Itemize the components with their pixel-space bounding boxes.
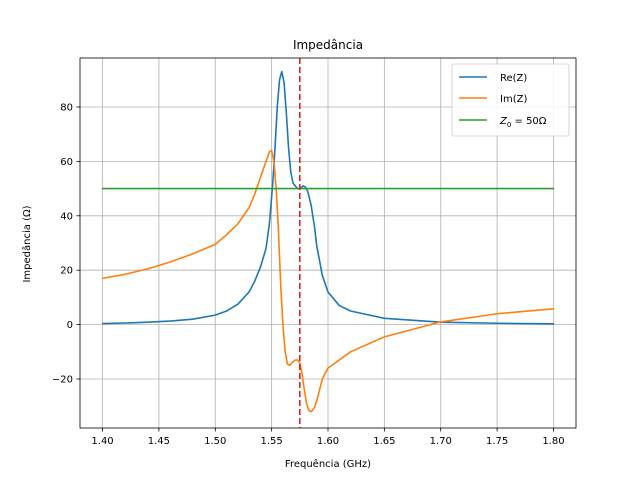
x-tick-label: 1.50	[204, 436, 226, 447]
x-tick-label: 1.45	[148, 436, 170, 447]
x-tick-label: 1.75	[486, 436, 508, 447]
y-tick-label: 20	[60, 266, 73, 277]
legend-label-z0-main: Z	[499, 116, 508, 127]
legend-entry-re: Re(Z)	[459, 73, 527, 84]
series-layer	[101, 70, 555, 413]
x-axis-title: Frequência (GHz)	[285, 458, 371, 470]
x-tick-label: 1.80	[542, 436, 564, 447]
series-line-re	[101, 70, 555, 325]
x-tick-label: 1.55	[261, 436, 283, 447]
grid	[80, 58, 576, 428]
y-axis-title: Impedância (Ω)	[21, 205, 33, 282]
series-line-im	[101, 149, 555, 413]
chart-title: Impedância	[293, 38, 363, 52]
x-axis-ticks: 1.40 1.45 1.50 1.55 1.60 1.65 1.70 1.75 1.80	[91, 428, 565, 447]
x-tick-label: 1.40	[91, 436, 113, 447]
legend: Re(Z) Im(Z) Z0 = 50Ω	[451, 63, 570, 137]
y-tick-label: 40	[60, 211, 73, 222]
legend-entry-z0: Z0 = 50Ω	[459, 116, 547, 129]
y-tick-label: 80	[60, 102, 73, 113]
legend-label-z0-sub: 0	[507, 121, 511, 129]
legend-label-re: Re(Z)	[500, 73, 527, 84]
legend-label-im: Im(Z)	[500, 94, 527, 105]
x-tick-label: 1.70	[430, 436, 452, 447]
legend-box	[451, 63, 570, 137]
y-axis-ticks: −20 0 20 40 60 80	[52, 102, 80, 386]
x-tick-label: 1.60	[317, 436, 339, 447]
y-tick-label: −20	[52, 375, 73, 386]
x-tick-label: 1.65	[373, 436, 395, 447]
legend-entry-im: Im(Z)	[459, 94, 527, 105]
y-tick-label: 60	[60, 157, 73, 168]
legend-label-z0: Z0 = 50Ω	[499, 116, 547, 129]
y-tick-label: 0	[67, 320, 73, 331]
legend-label-z0-rest: = 50Ω	[511, 116, 546, 127]
